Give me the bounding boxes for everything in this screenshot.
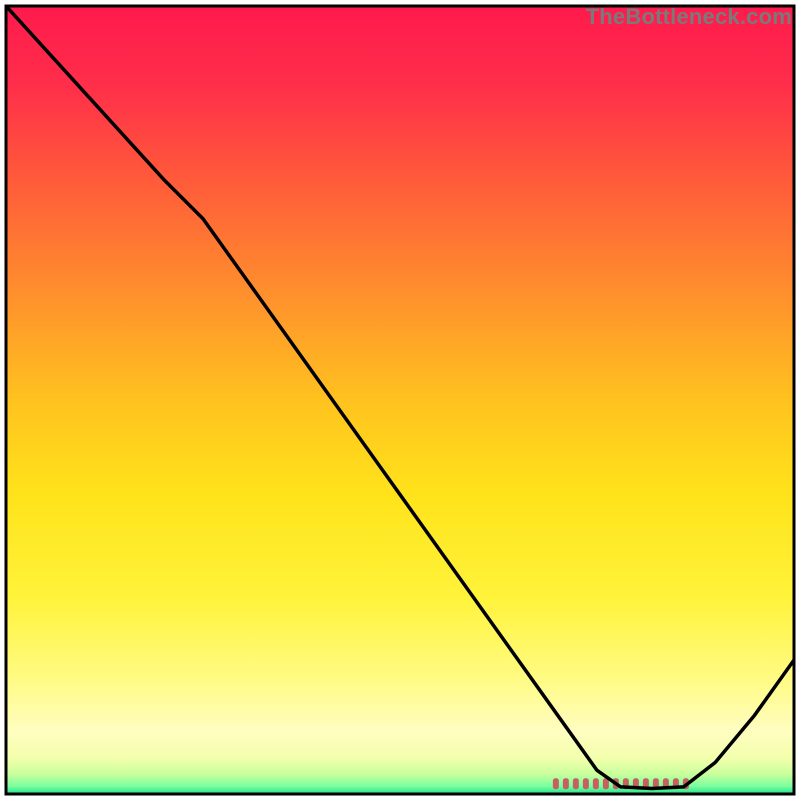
bottleneck-chart: [0, 0, 800, 800]
watermark-text: TheBottleneck.com: [586, 4, 792, 30]
plot-background: [6, 6, 794, 794]
